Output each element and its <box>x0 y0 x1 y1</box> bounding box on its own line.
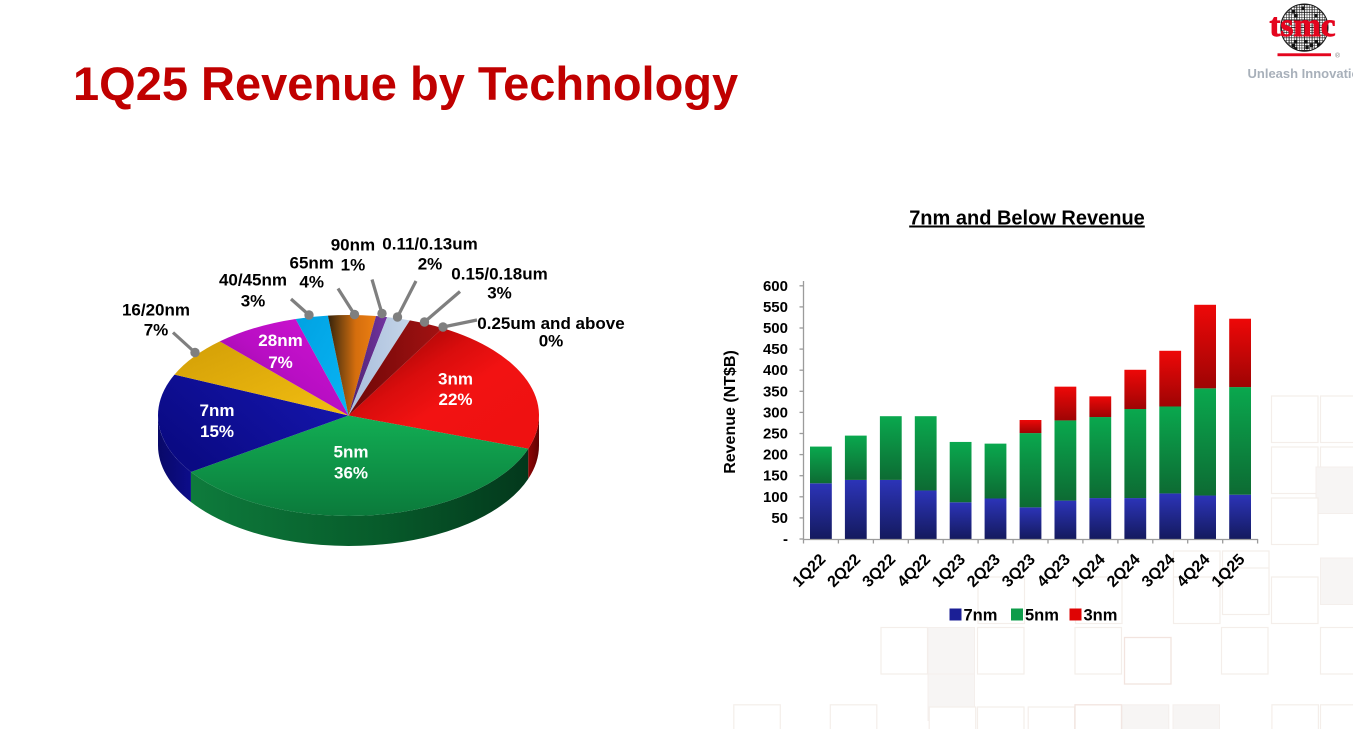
svg-text:40/45nm: 40/45nm <box>219 271 287 290</box>
svg-text:1Q23: 1Q23 <box>929 551 969 591</box>
svg-text:0%: 0% <box>539 332 564 351</box>
svg-text:300: 300 <box>763 404 788 421</box>
svg-text:0.25um and above: 0.25um and above <box>477 314 624 333</box>
svg-text:5nm: 5nm <box>1025 607 1059 625</box>
svg-text:36%: 36% <box>334 464 368 483</box>
svg-text:28nm: 28nm <box>258 331 302 350</box>
svg-text:0.11/0.13um: 0.11/0.13um <box>382 235 477 254</box>
svg-text:3%: 3% <box>487 284 512 303</box>
svg-text:3%: 3% <box>241 292 266 311</box>
svg-text:7nm and Below Revenue: 7nm and Below Revenue <box>909 208 1145 230</box>
svg-text:450: 450 <box>763 341 788 358</box>
svg-text:500: 500 <box>763 320 788 337</box>
svg-text:4%: 4% <box>299 273 324 292</box>
svg-text:7nm: 7nm <box>200 401 235 420</box>
svg-text:0.15/0.18um: 0.15/0.18um <box>451 265 547 284</box>
svg-text:7nm: 7nm <box>964 607 998 625</box>
svg-text:100: 100 <box>763 489 788 506</box>
svg-text:150: 150 <box>763 468 788 485</box>
svg-text:350: 350 <box>763 383 788 400</box>
svg-text:2Q24: 2Q24 <box>1104 551 1144 591</box>
svg-text:tsmc: tsmc <box>1270 8 1336 44</box>
svg-text:4Q22: 4Q22 <box>894 551 934 591</box>
svg-text:-: - <box>783 531 788 548</box>
svg-text:3nm: 3nm <box>1084 607 1118 625</box>
svg-text:Unleash Innovation: Unleash Innovation <box>1248 66 1353 81</box>
svg-text:3Q24: 3Q24 <box>1139 551 1179 591</box>
svg-text:15%: 15% <box>200 422 234 441</box>
svg-text:400: 400 <box>763 362 788 379</box>
svg-text:2Q22: 2Q22 <box>825 551 865 591</box>
svg-text:5nm: 5nm <box>334 443 369 462</box>
svg-text:16/20nm: 16/20nm <box>122 301 190 320</box>
svg-text:7%: 7% <box>144 321 169 340</box>
svg-text:7%: 7% <box>268 353 293 372</box>
svg-text:3Q22: 3Q22 <box>860 551 900 591</box>
svg-text:22%: 22% <box>438 390 472 409</box>
svg-text:Revenue (NT$B): Revenue (NT$B) <box>722 350 739 474</box>
svg-text:200: 200 <box>763 447 788 464</box>
svg-text:4Q23: 4Q23 <box>1034 551 1074 591</box>
svg-text:90nm: 90nm <box>331 236 375 255</box>
svg-text:1Q22: 1Q22 <box>790 551 830 591</box>
svg-text:65nm: 65nm <box>289 254 333 273</box>
svg-text:600: 600 <box>763 278 788 295</box>
svg-text:2%: 2% <box>418 255 443 274</box>
svg-text:®: ® <box>1335 52 1340 60</box>
svg-text:250: 250 <box>763 426 788 443</box>
svg-text:1%: 1% <box>341 256 366 275</box>
svg-text:550: 550 <box>763 299 788 316</box>
svg-text:50: 50 <box>771 510 788 527</box>
svg-text:3nm: 3nm <box>438 370 473 389</box>
